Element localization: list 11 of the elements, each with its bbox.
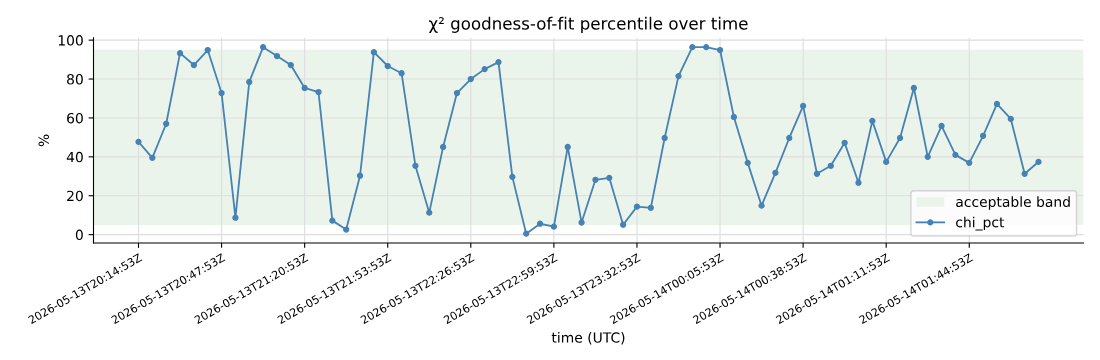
x-axis-title: time (UTC) [551, 332, 625, 345]
y-tick-label: 80 [67, 74, 83, 85]
legend-label: chi_pct [956, 216, 1005, 231]
y-tick-label: 20 [67, 190, 83, 202]
y-tick-label: 60 [67, 112, 83, 124]
y-axis-title: % [38, 134, 50, 147]
y-tick-label: 100 [58, 35, 83, 46]
y-tick-label: 40 [66, 151, 83, 163]
y-tick-label: 0 [75, 229, 83, 241]
chart-title: χ² goodness-of-fit percentile over time [429, 16, 748, 33]
band-label: acceptable band [956, 196, 1070, 210]
